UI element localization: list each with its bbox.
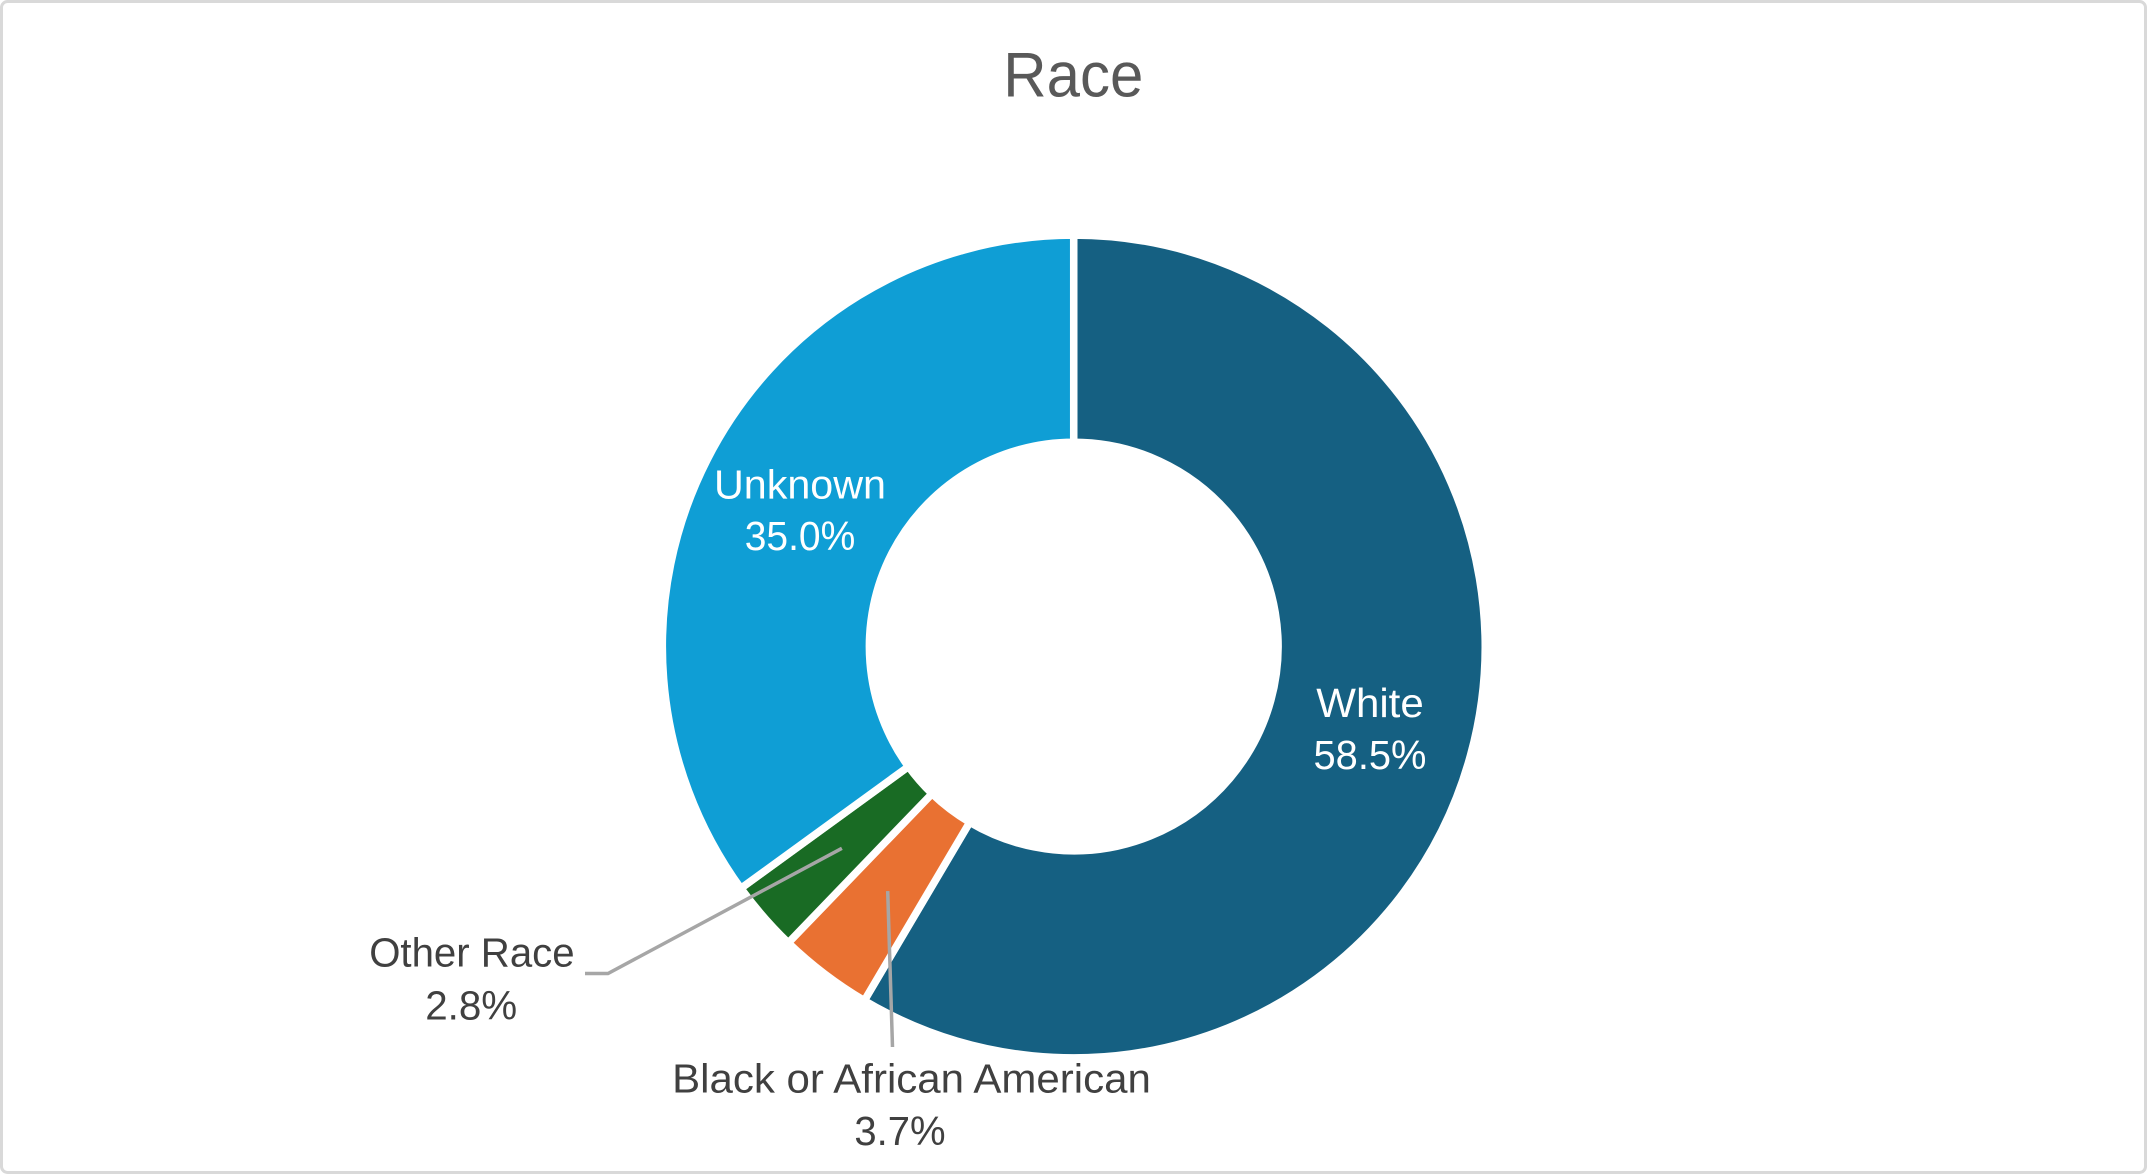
svg-text:Unknown: Unknown — [714, 461, 886, 507]
svg-text:Black or African American: Black or African American — [672, 1055, 1151, 1101]
svg-text:Race: Race — [1003, 41, 1143, 111]
svg-text:White: White — [1316, 680, 1423, 726]
svg-text:3.7%: 3.7% — [854, 1108, 945, 1154]
svg-text:58.5%: 58.5% — [1314, 732, 1427, 778]
svg-text:2.8%: 2.8% — [425, 983, 517, 1029]
svg-text:Other Race: Other Race — [369, 930, 574, 976]
svg-text:35.0%: 35.0% — [745, 513, 856, 559]
